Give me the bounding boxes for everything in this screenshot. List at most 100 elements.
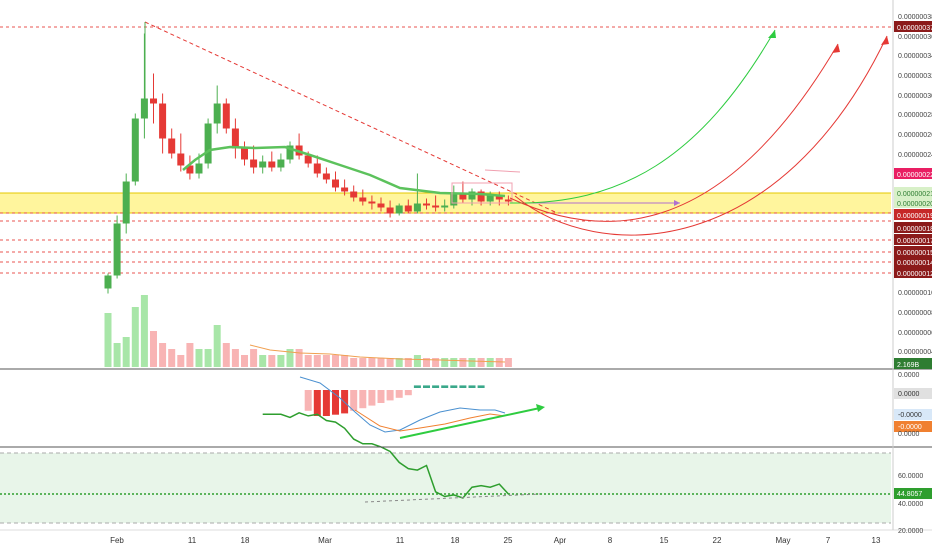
volume-bar xyxy=(204,349,212,367)
price-badge-label: 0.00000020 xyxy=(897,201,932,208)
candle-body xyxy=(159,103,167,139)
macd-tick-label: 0.0000 xyxy=(898,372,920,379)
macd-histogram-bar xyxy=(313,390,321,416)
macd-histogram-bar xyxy=(368,390,376,406)
macd-histogram-bar xyxy=(413,385,421,388)
volume-bar xyxy=(104,313,112,367)
volume-bar xyxy=(277,355,285,367)
red-curve-2-arrowhead xyxy=(881,36,889,45)
candle-body xyxy=(441,205,449,208)
candle-body xyxy=(404,205,412,212)
volume-bar xyxy=(504,358,512,367)
macd-line xyxy=(299,376,506,433)
candle-body xyxy=(450,193,458,206)
candle-body xyxy=(468,191,476,200)
time-tick-label: 13 xyxy=(872,536,881,545)
volume-bar xyxy=(159,343,167,367)
time-tick-label: 18 xyxy=(241,536,250,545)
volume-bar xyxy=(213,325,221,367)
price-badge-label: 0.00000015 xyxy=(897,250,932,257)
volume-ma-line xyxy=(249,344,506,363)
candle-body xyxy=(168,138,176,154)
volume-bar xyxy=(313,355,321,367)
volume-bar xyxy=(195,349,203,367)
macd-histogram-bar xyxy=(423,385,430,388)
rsi-tick-label: 40.0000 xyxy=(898,501,923,508)
macd-histogram-bar xyxy=(404,390,412,396)
volume-bar xyxy=(140,295,148,367)
time-tick-label: 15 xyxy=(660,536,669,545)
candle-body xyxy=(286,145,294,160)
price-badge xyxy=(894,267,932,278)
price-badge-label: 0.00000019 xyxy=(897,213,932,220)
candle-body xyxy=(423,203,430,206)
rsi-trendline xyxy=(364,493,541,503)
volume-bar xyxy=(304,355,312,367)
price-tick-label: 0.00000010 xyxy=(898,290,932,297)
price-badge xyxy=(894,358,932,369)
price-tick-label: 0.00000006 xyxy=(898,330,932,337)
candle-body xyxy=(104,275,112,289)
price-tick-label: 0.00000038 xyxy=(898,14,932,21)
time-tick-label: 22 xyxy=(713,536,722,545)
candle-body xyxy=(204,123,212,164)
price-badge xyxy=(894,256,932,267)
macd-badge-label: -0.0000 xyxy=(898,424,922,431)
candle-body xyxy=(113,223,121,276)
volume-bar xyxy=(231,349,239,367)
macd-histogram-bar xyxy=(459,385,467,388)
candle-body xyxy=(368,201,376,204)
price-tick-label: 0.00000034 xyxy=(898,53,932,60)
green-curve-arrowhead xyxy=(768,30,776,38)
candle-body xyxy=(222,103,230,129)
volume-bar xyxy=(432,358,440,367)
time-tick-label: 8 xyxy=(608,536,613,545)
macd-badge-label: -0.0000 xyxy=(898,412,922,419)
candle-body xyxy=(459,193,467,200)
price-badge xyxy=(894,222,932,233)
macd-histogram-bar xyxy=(322,390,330,416)
candle-body xyxy=(395,205,403,214)
candle-body xyxy=(131,118,139,182)
time-tick-label: Mar xyxy=(318,536,332,545)
price-badge-label: 0.00000037 xyxy=(897,25,932,32)
candle-body xyxy=(432,205,440,208)
candle-body xyxy=(332,179,339,188)
pink-marker xyxy=(484,169,521,173)
candle-body xyxy=(177,153,185,166)
candle-body xyxy=(195,163,203,174)
volume-bar xyxy=(441,358,449,367)
volume-bar xyxy=(122,337,130,367)
time-tick-label: 18 xyxy=(451,536,460,545)
price-badge-label: 0.00000021 xyxy=(897,191,932,198)
macd-histogram-bar xyxy=(377,390,385,403)
moving-average-line xyxy=(182,145,506,198)
macd-histogram-bar xyxy=(304,390,312,411)
candle-body xyxy=(386,207,394,214)
range-box xyxy=(451,182,513,204)
macd-histogram-bar xyxy=(350,390,358,411)
price-tick-label: 0.00000032 xyxy=(898,73,932,80)
candle-body xyxy=(250,159,258,168)
price-badge xyxy=(894,168,932,179)
candle-body xyxy=(486,195,494,202)
macd-badge xyxy=(894,388,932,399)
candle-body xyxy=(413,203,421,212)
candle-body xyxy=(341,187,349,192)
volume-bar xyxy=(241,355,248,367)
volume-bar xyxy=(113,343,121,367)
volume-bar xyxy=(486,358,494,367)
macd-badge xyxy=(894,409,932,420)
macd-histogram-bar xyxy=(395,390,403,398)
macd-tick-label: 0.0000 xyxy=(898,431,920,438)
price-badge-label: 0.00000022 xyxy=(897,172,932,179)
macd-histogram-bar xyxy=(432,385,440,388)
price-badge-label: 2.169B xyxy=(897,362,920,369)
candle-body xyxy=(122,181,130,224)
time-tick-label: 11 xyxy=(188,536,197,545)
volume-bar xyxy=(450,358,458,367)
volume-bar xyxy=(150,331,157,367)
price-badge xyxy=(894,246,932,257)
